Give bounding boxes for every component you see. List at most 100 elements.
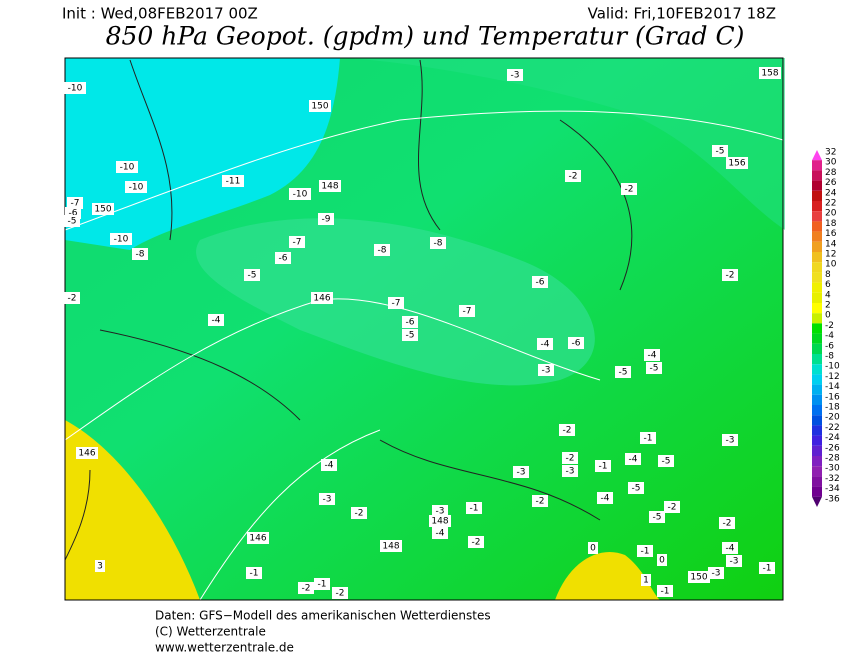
- label-box: [380, 540, 402, 552]
- label-box: [116, 161, 138, 173]
- label-box: [538, 364, 554, 376]
- label-box: [64, 215, 80, 227]
- warm-region: [555, 552, 660, 600]
- label-box: [332, 587, 348, 599]
- map-label: -1: [599, 462, 608, 472]
- map-label: -8: [434, 239, 443, 249]
- map-label: -1: [661, 587, 670, 597]
- label-box: [432, 527, 448, 539]
- label-box: [628, 482, 644, 494]
- colorbar-label: -18: [825, 403, 840, 413]
- map-label: -2: [566, 454, 575, 464]
- map-label: -2: [625, 185, 634, 195]
- map-label: -10: [120, 163, 135, 173]
- map-label: -5: [619, 368, 628, 378]
- label-box: [246, 567, 262, 579]
- colorbar-label: 30: [825, 158, 837, 168]
- colorbar-label: 2: [825, 301, 831, 311]
- label-box: [726, 555, 742, 567]
- colorbar-label: 20: [825, 209, 837, 219]
- colorbar-label: 8: [825, 270, 831, 280]
- map-label: -3: [511, 71, 520, 81]
- cold-region: [65, 58, 340, 250]
- label-box: [722, 269, 738, 281]
- colorbar-label: 12: [825, 250, 836, 260]
- map-label: -4: [648, 351, 657, 361]
- temp-band: [65, 58, 785, 230]
- map-label: -3: [730, 557, 739, 567]
- label-box: [309, 100, 331, 112]
- map-label: -2: [68, 294, 77, 304]
- label-box: [319, 493, 335, 505]
- colorbar-cell: [812, 394, 822, 405]
- label-box: [430, 237, 446, 249]
- colorbar-cell: [812, 241, 822, 252]
- colorbar-label: -4: [825, 331, 834, 341]
- map-label: -8: [378, 246, 387, 256]
- map-label: -4: [726, 544, 735, 554]
- map-label: 146: [249, 534, 266, 544]
- label-box: [595, 460, 611, 472]
- label-box: [565, 170, 581, 182]
- colorbar-label: -26: [825, 443, 840, 453]
- label-box: [637, 545, 653, 557]
- colorbar-label: -20: [825, 413, 840, 423]
- map-label: -7: [392, 299, 401, 309]
- map-label: -7: [293, 238, 302, 248]
- map-label: -6: [406, 318, 415, 328]
- label-box: [708, 567, 724, 579]
- label-box: [759, 67, 781, 79]
- colorbar-cell: [812, 221, 822, 232]
- colorbar-label: -10: [825, 362, 840, 372]
- map-label: -3: [436, 507, 445, 517]
- colorbar-cell: [812, 415, 822, 426]
- map-label: -5: [632, 484, 641, 494]
- label-box: [759, 562, 775, 574]
- footer-copyright: (C) Wetterzentrale: [155, 625, 266, 639]
- label-box: [726, 157, 748, 169]
- map-label: -1: [250, 569, 259, 579]
- label-box: [688, 571, 710, 583]
- colorbar-label: 16: [825, 229, 837, 239]
- colorbar-cell: [812, 456, 822, 467]
- map-label: -3: [566, 467, 575, 477]
- map-label: -2: [336, 589, 345, 599]
- label-box: [640, 432, 656, 444]
- map-label: -6: [69, 209, 78, 219]
- label-box: [110, 233, 132, 245]
- map-label: -7: [71, 199, 80, 209]
- map-label: -4: [541, 340, 550, 350]
- map-area: [64, 57, 785, 601]
- label-box: [621, 183, 637, 195]
- colorbar-cell: [812, 445, 822, 456]
- colorbar-cell: [812, 364, 822, 375]
- colorbar-label: 14: [825, 239, 837, 249]
- map-label: -2: [668, 503, 677, 513]
- map-label: -10: [293, 190, 308, 200]
- map-label: -3: [726, 436, 735, 446]
- colorbar-cell: [812, 476, 822, 487]
- label-box: [658, 455, 674, 467]
- colorbar-cell: [812, 282, 822, 293]
- colorbar-cell: [812, 272, 822, 283]
- colorbar-cell: [812, 435, 822, 446]
- map-label: -1: [641, 547, 650, 557]
- label-box: [374, 244, 390, 256]
- map-label: -5: [662, 457, 671, 467]
- label-box: [402, 316, 418, 328]
- colorbar-label: 24: [825, 188, 837, 198]
- colorbar-label: 10: [825, 260, 837, 270]
- colorbar-cell: [812, 486, 822, 497]
- map-label: -2: [536, 497, 545, 507]
- label-box: [208, 314, 224, 326]
- colorbar-label: -6: [825, 341, 834, 351]
- map-label: -8: [136, 250, 145, 260]
- label-box: [311, 292, 333, 304]
- label-box: [597, 492, 613, 504]
- label-box: [429, 515, 451, 527]
- map-label: -4: [436, 529, 445, 539]
- colorbar-cell: [812, 496, 822, 507]
- label-box: [466, 502, 482, 514]
- colorbar-cell: [812, 374, 822, 385]
